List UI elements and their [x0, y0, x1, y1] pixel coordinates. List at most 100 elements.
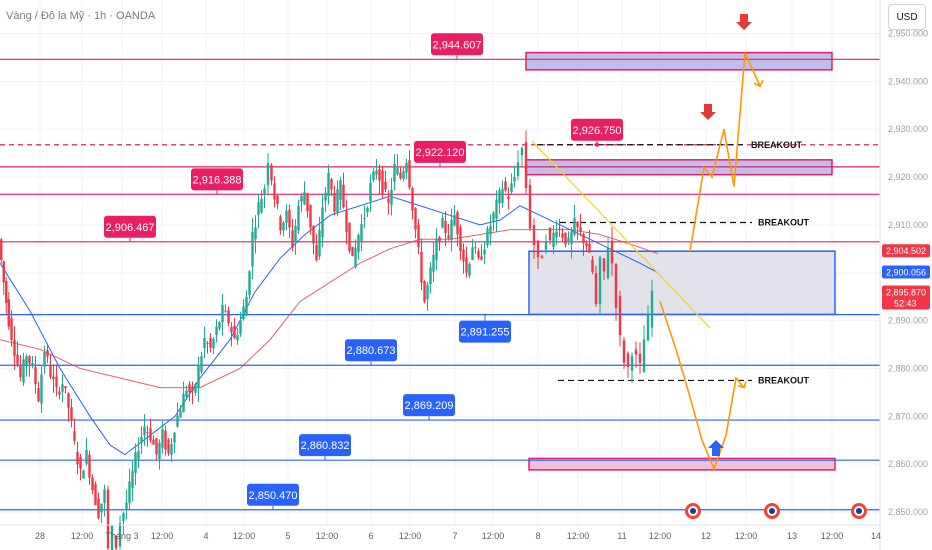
projection-down-path	[659, 301, 745, 472]
x-tick-label: 12	[701, 531, 711, 541]
candle-body	[423, 281, 426, 302]
candle-body	[16, 354, 19, 365]
projection-up-path	[689, 52, 761, 252]
candle-body	[348, 222, 351, 252]
candle-body	[396, 168, 399, 175]
up-arrow-icon	[708, 440, 724, 456]
candle-body	[573, 218, 576, 235]
candle-body	[330, 179, 333, 190]
candle-body	[206, 342, 209, 344]
candle-body	[435, 238, 438, 260]
x-tick-label: 12:00	[821, 531, 844, 541]
candle-body	[200, 356, 203, 372]
resistance-label-box	[414, 140, 466, 163]
candle-body	[375, 170, 378, 175]
candle-body	[626, 353, 630, 367]
candle-body	[167, 439, 170, 454]
support-label-box	[299, 434, 351, 457]
candle-body	[251, 232, 254, 267]
candle-body	[297, 205, 300, 231]
candle-body	[79, 457, 82, 469]
candle-body	[263, 188, 266, 195]
candle-body	[260, 198, 263, 213]
arrowhead-down	[737, 381, 747, 389]
candle-body	[381, 170, 384, 194]
candle-body	[429, 267, 432, 285]
resistance-label-text: 2,916.388	[193, 174, 242, 186]
candle-body	[25, 356, 28, 366]
trend-projections	[531, 52, 764, 472]
candle-body	[170, 443, 173, 455]
support-label-text: 2,850.470	[249, 490, 298, 502]
candle-body	[239, 320, 242, 334]
y-tick-label: 2,850.000	[888, 507, 928, 517]
target-zone-bottom	[528, 457, 836, 471]
x-tick-label: 14	[871, 531, 881, 541]
candle-body	[143, 426, 146, 436]
candle-body	[2, 261, 5, 283]
price-tag-box	[882, 265, 930, 279]
candle-body	[486, 228, 489, 246]
y-tick-label: 2,880.000	[888, 363, 928, 373]
candle-body	[441, 217, 444, 228]
resistance-label-box	[571, 118, 623, 141]
y-tick-label: 2,890.000	[888, 316, 928, 326]
support-label-text: 2,869.209	[405, 400, 454, 412]
candle-body	[498, 190, 501, 204]
candle-body	[315, 245, 318, 261]
x-tick-label: 12:00	[567, 531, 590, 541]
candle-body	[197, 365, 200, 389]
candle-body	[122, 513, 125, 522]
candle-body	[536, 240, 540, 257]
candle-body	[510, 183, 513, 193]
candle-body	[134, 452, 137, 474]
candle-body	[387, 198, 390, 203]
currency-button[interactable]: USD	[888, 4, 926, 30]
candle-body	[257, 202, 260, 216]
candle-body	[610, 240, 614, 264]
candle-body	[46, 350, 49, 357]
candle-body	[61, 384, 64, 392]
x-tick-label: 12:00	[71, 531, 94, 541]
candle-body	[236, 335, 239, 341]
candle-body	[215, 326, 218, 336]
y-tick-label: 2,910.000	[888, 220, 928, 230]
zones	[525, 51, 836, 471]
candle-body	[369, 182, 372, 201]
candle-body	[567, 237, 570, 243]
x-tick-label: 12:00	[649, 531, 672, 541]
candle-body	[55, 376, 58, 388]
candle-body	[76, 451, 79, 465]
candle-body	[552, 232, 555, 248]
candle-body	[185, 390, 188, 397]
candle-body	[103, 489, 106, 504]
candle-body	[91, 477, 94, 491]
candle-body	[342, 184, 345, 208]
down-arrow-icon	[736, 14, 752, 30]
candle-body	[158, 442, 161, 460]
candle-body	[182, 393, 185, 413]
trendline	[531, 140, 711, 329]
support-label-text: 2,860.832	[301, 440, 350, 452]
support-label-box	[459, 320, 511, 343]
candle-body	[363, 218, 366, 220]
candle-body	[507, 196, 510, 200]
candle-body	[606, 247, 610, 278]
candle-body	[227, 310, 230, 323]
resistance-label-text: 2,906.467	[106, 222, 155, 234]
candle-body	[28, 356, 31, 364]
candle-body	[0, 239, 3, 260]
resistance-label-box	[431, 33, 483, 56]
x-tick-label: 12:00	[399, 531, 422, 541]
candle-body	[548, 228, 552, 241]
x-tick-label: 12:00	[233, 531, 256, 541]
price-tag-box	[882, 285, 930, 310]
candle-body	[218, 322, 221, 329]
candle-body	[106, 489, 110, 549]
candle-body	[480, 256, 483, 260]
candle-body	[638, 353, 642, 363]
candle-body	[582, 234, 585, 244]
breakout-label: BREAKOUT	[751, 140, 803, 150]
